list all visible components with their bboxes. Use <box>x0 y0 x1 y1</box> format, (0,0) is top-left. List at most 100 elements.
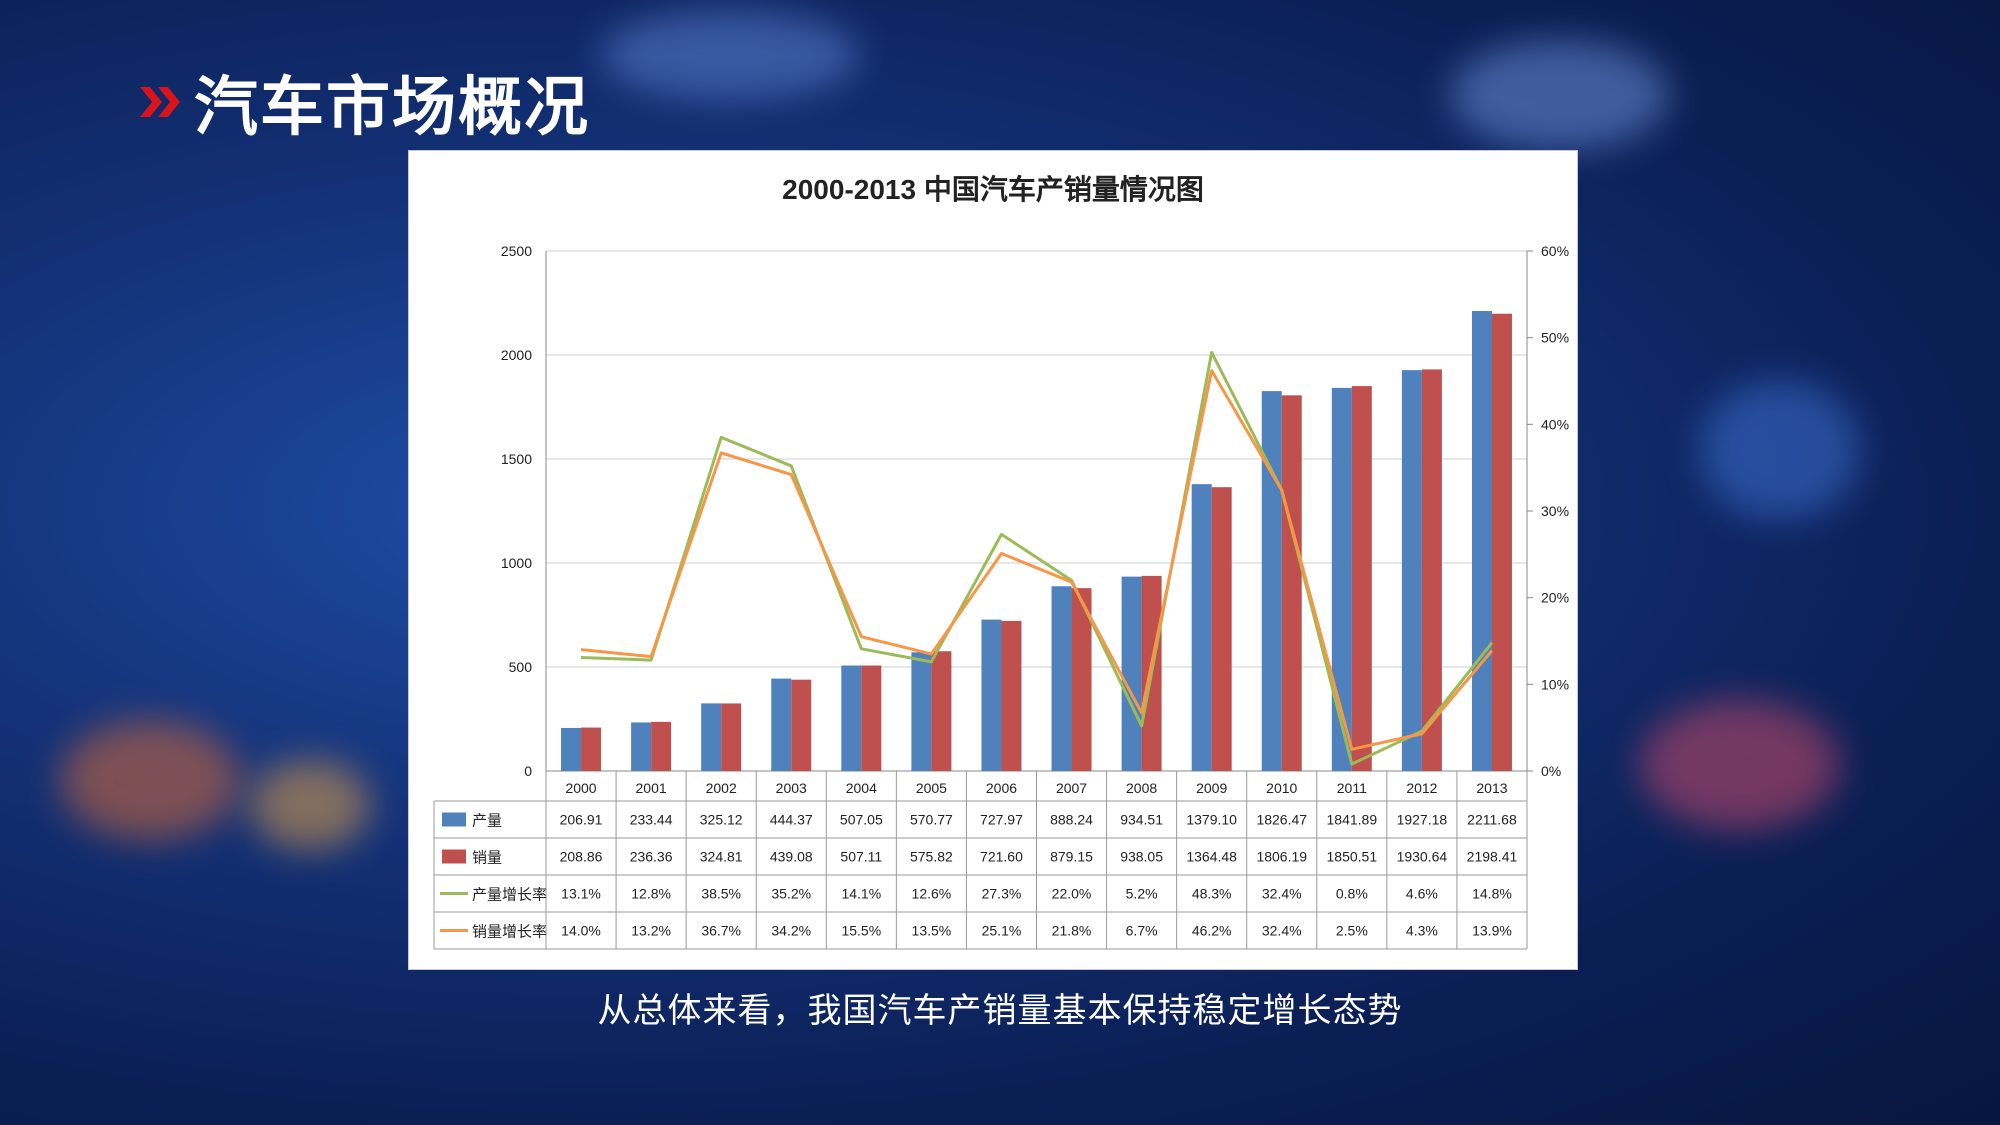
y2-tick-label: 50% <box>1541 330 1569 346</box>
table-cell: 21.8% <box>1052 923 1092 939</box>
table-cell: 1927.18 <box>1397 812 1448 828</box>
table-row-header: 销量增长率 <box>472 924 547 941</box>
table-cell: 575.82 <box>910 849 953 865</box>
table-cell: 2211.68 <box>1467 812 1517 828</box>
table-cell: 4.3% <box>1406 923 1438 939</box>
table-cell: 879.15 <box>1050 849 1093 865</box>
table-cell: 721.60 <box>980 849 1023 865</box>
production-bar <box>701 703 722 771</box>
table-cell: 888.24 <box>1050 812 1093 828</box>
table-cell: 0.8% <box>1336 886 1368 902</box>
table-cell: 46.2% <box>1192 923 1232 939</box>
table-cell: 14.1% <box>841 886 881 902</box>
sales-bar <box>1281 395 1302 771</box>
chart-panel: 2000-2013 中国汽车产销量情况图 0 500 1000 1500 2000 2500… <box>408 150 1578 970</box>
page-title: 汽车市场概况 <box>194 71 590 145</box>
table-cell: 13.9% <box>1472 923 1512 939</box>
table-cell: 13.5% <box>912 923 952 939</box>
sales-bar <box>1211 487 1232 771</box>
table-cell: 727.97 <box>980 812 1023 828</box>
sales-bar <box>721 703 742 771</box>
table-cell: 2198.41 <box>1467 849 1518 865</box>
legend-production-swatch <box>442 812 466 827</box>
y2-tick-label: 30% <box>1541 503 1569 519</box>
table-cell: 208.86 <box>560 849 603 865</box>
slide-caption: 从总体来看，我国汽车产销量基本保持稳定增长态势 <box>597 991 1403 1031</box>
x-category-label: 2006 <box>986 780 1017 796</box>
table-cell: 14.0% <box>561 923 601 939</box>
x-category-label: 2001 <box>636 780 667 796</box>
production-bar <box>631 722 652 771</box>
y-tick-label: 0 <box>524 763 532 779</box>
x-category-label: 2010 <box>1266 780 1297 796</box>
table-cell: 1841.89 <box>1327 812 1378 828</box>
table-cell: 12.8% <box>631 886 671 902</box>
sales-bar <box>1351 386 1372 771</box>
table-cell: 12.6% <box>912 886 952 902</box>
production-bar <box>771 678 792 771</box>
production-bar <box>1331 387 1352 771</box>
sales-bar <box>1001 620 1022 771</box>
background-bokeh <box>250 760 370 850</box>
table-cell: 439.08 <box>770 849 813 865</box>
table-cell: 1930.64 <box>1397 849 1448 865</box>
x-category-label: 2007 <box>1056 780 1087 796</box>
sales-bar <box>581 727 602 771</box>
table-cell: 27.3% <box>982 886 1022 902</box>
table-cell: 4.6% <box>1406 886 1438 902</box>
table-row-header: 销量 <box>472 850 502 867</box>
table-cell: 25.1% <box>982 923 1022 939</box>
table-cell: 1364.48 <box>1186 849 1237 865</box>
chart-title: 2000-2013 中国汽车产销量情况图 <box>782 173 1204 205</box>
table-cell: 324.81 <box>700 849 743 865</box>
production-bar <box>1471 310 1492 771</box>
production-bar <box>1401 370 1422 771</box>
production-bar <box>911 652 932 771</box>
sales-bar <box>651 721 672 771</box>
production-bar <box>561 727 582 771</box>
table-cell: 444.37 <box>770 812 813 828</box>
sales-growth-line <box>580 369 1494 751</box>
table-cell: 32.4% <box>1262 923 1302 939</box>
x-category-label: 2005 <box>916 780 947 796</box>
legend-sales-swatch <box>442 849 466 864</box>
table-cell: 1806.19 <box>1256 849 1307 865</box>
slide-title: 汽车市场概况 <box>140 62 590 145</box>
y2-tick-label: 20% <box>1541 590 1569 606</box>
production-growth-line <box>580 350 1494 766</box>
table-cell: 934.51 <box>1120 812 1163 828</box>
table-cell: 14.8% <box>1472 886 1512 902</box>
table-cell: 570.77 <box>910 812 953 828</box>
table-row-header: 产量增长率 <box>472 887 547 904</box>
production-bar <box>1191 484 1212 771</box>
table-row-header: 产量 <box>472 813 502 830</box>
x-category-label: 2011 <box>1337 780 1367 796</box>
table-cell: 13.1% <box>561 886 601 902</box>
background-bokeh <box>1640 700 1840 830</box>
x-category-label: 2013 <box>1476 780 1507 796</box>
table-cell: 507.05 <box>840 812 883 828</box>
x-category-label: 2012 <box>1406 780 1437 796</box>
y-tick-label: 1500 <box>501 451 532 467</box>
table-cell: 15.5% <box>841 923 881 939</box>
table-cell: 32.4% <box>1262 886 1302 902</box>
sales-bar <box>1421 369 1442 771</box>
y-tick-label: 1000 <box>501 555 532 571</box>
background-bokeh <box>600 10 860 100</box>
table-cell: 1850.51 <box>1327 849 1378 865</box>
x-category-label: 2000 <box>565 780 596 796</box>
table-cell: 236.36 <box>630 849 673 865</box>
table-cell: 206.91 <box>560 812 603 828</box>
sales-bar <box>791 679 812 771</box>
chart-svg: 2000-2013 中国汽车产销量情况图 0 500 1000 1500 2000 2500… <box>433 173 1569 950</box>
table-cell: 35.2% <box>771 886 811 902</box>
table-cell: 48.3% <box>1192 886 1232 902</box>
y2-tick-label: 40% <box>1541 416 1569 432</box>
x-category-label: 2008 <box>1126 780 1157 796</box>
table-cell: 6.7% <box>1126 923 1158 939</box>
table-cell: 2.5% <box>1336 923 1368 939</box>
table-cell: 233.44 <box>630 812 673 828</box>
production-bar <box>841 665 862 771</box>
table-cell: 38.5% <box>701 886 741 902</box>
table-cell: 34.2% <box>771 923 811 939</box>
